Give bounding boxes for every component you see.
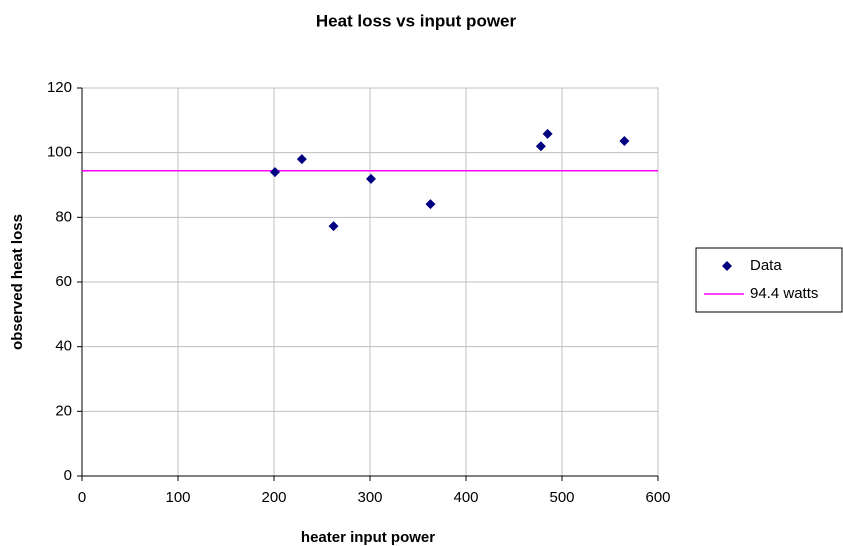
x-tick-label: 300 [357,489,382,506]
x-tick-label: 500 [549,489,574,506]
x-tick-label: 0 [78,489,86,506]
legend-marker [722,261,732,271]
y-tick-label: 80 [55,208,72,225]
y-tick-label: 40 [55,338,72,355]
point [269,167,280,178]
y-axis-title: observed heat loss [9,214,26,350]
point [619,136,630,147]
y-tick-label: 60 [55,273,72,290]
x-tick-label: 600 [645,489,670,506]
point [425,199,436,210]
y-tick-label: 0 [64,467,72,484]
point [542,128,553,139]
y-tick-label: 100 [47,144,72,161]
y-tick-label: 120 [47,79,72,96]
point [296,154,307,165]
y-tick-label: 20 [55,402,72,419]
legend-label: Data [750,257,782,274]
x-tick-label: 100 [165,489,190,506]
point [535,141,546,152]
point [365,173,376,184]
chart-title: Heat loss vs input power [316,11,517,30]
x-axis-title: heater input power [301,529,435,546]
x-tick-label: 400 [453,489,478,506]
point [328,221,339,232]
legend-label: 94.4 watts [750,285,818,302]
legend-box [695,247,843,313]
x-tick-label: 200 [261,489,286,506]
